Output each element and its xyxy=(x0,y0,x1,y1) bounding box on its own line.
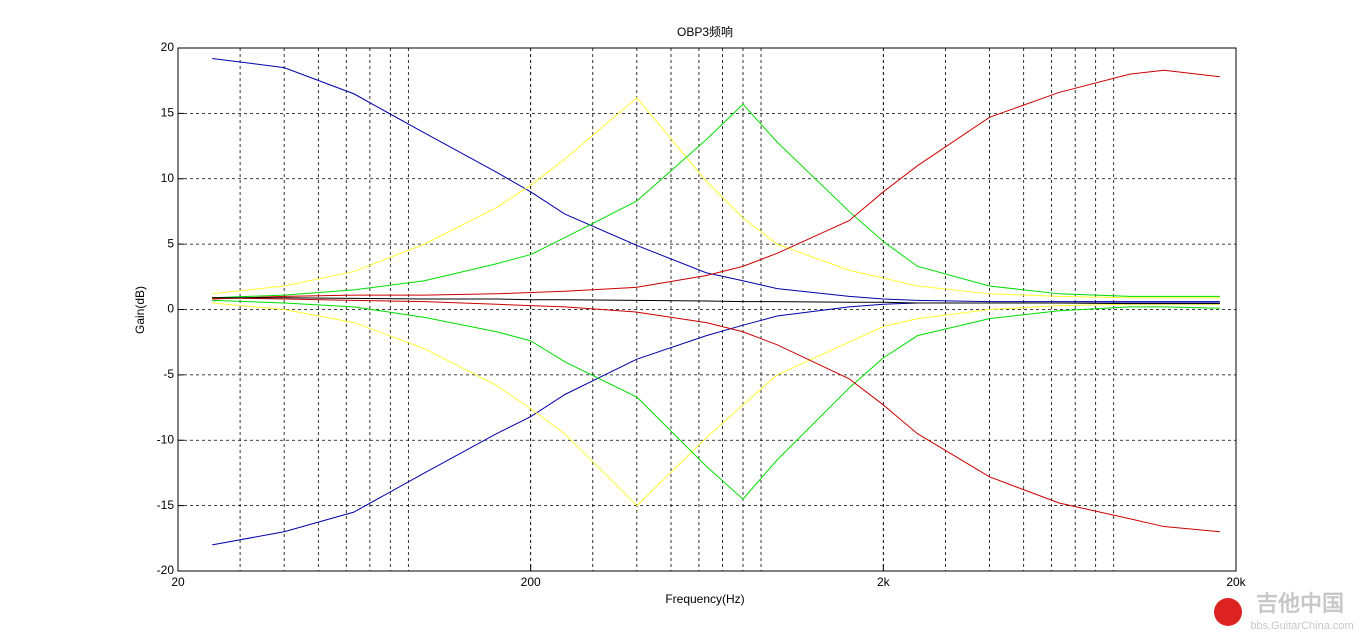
series-line xyxy=(212,297,1220,305)
watermark: 吉他中国 bbs.GuitarChina.com xyxy=(1214,591,1354,632)
x-tick-label: 200 xyxy=(521,575,541,589)
watermark-logo xyxy=(1214,598,1242,626)
y-tick-label: 5 xyxy=(167,236,174,250)
watermark-name: 吉他中国 xyxy=(1256,591,1344,616)
series-line xyxy=(212,103,1220,299)
y-tick-label: -5 xyxy=(163,367,174,381)
x-axis-label: Frequency(Hz) xyxy=(665,592,744,606)
series-line xyxy=(212,297,1220,533)
y-tick-label: 20 xyxy=(161,40,175,54)
y-tick-label: 0 xyxy=(167,302,174,316)
plot-border xyxy=(177,47,1237,572)
chart-title: OBP3频响 xyxy=(677,24,733,39)
y-axis-label: Gain(dB) xyxy=(133,286,147,334)
y-tick-label: -15 xyxy=(157,498,175,512)
y-tick-label: 15 xyxy=(161,106,175,120)
watermark-url: bbs.GuitarChina.com xyxy=(1250,620,1353,632)
x-tick-label: 20k xyxy=(1226,575,1246,589)
y-tick-label: 10 xyxy=(161,171,175,185)
series-line xyxy=(212,302,1220,507)
series-line xyxy=(212,299,1220,500)
y-tick-label: -10 xyxy=(157,432,175,446)
series-line xyxy=(212,57,1220,303)
series-line xyxy=(212,69,1220,300)
x-tick-label: 2k xyxy=(877,575,891,589)
x-tick-label: 20 xyxy=(171,575,185,589)
series-line xyxy=(212,96,1220,299)
y-tick-label: -20 xyxy=(157,563,175,577)
